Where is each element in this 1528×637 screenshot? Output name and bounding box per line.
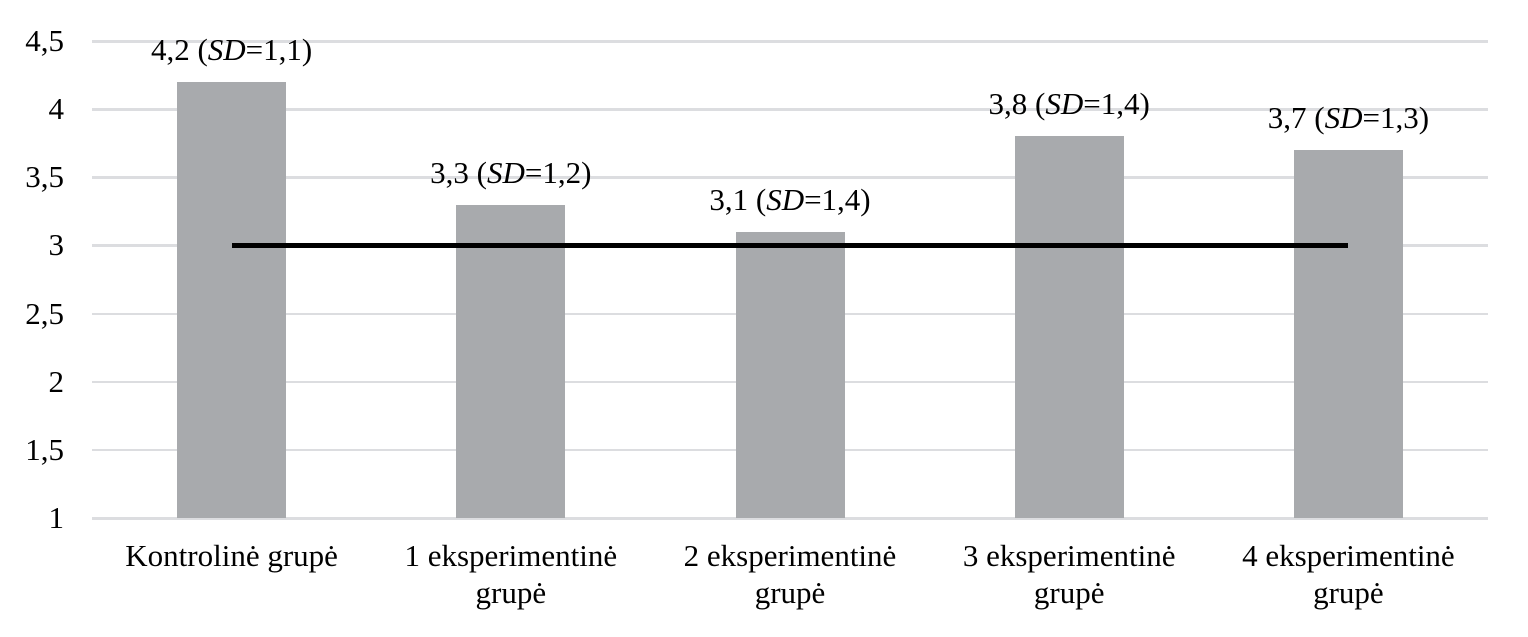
bar-data-label-5: 3,7 (SD=1,3) [1183,100,1513,136]
x-category-label-line: 3 eksperimentinė [962,538,1176,573]
x-category-label-4: 3 eksperimentinė grupė [929,537,1209,611]
data-label-sd: SD [207,31,246,67]
data-label-sd: SD [766,181,805,217]
x-category-label-line: 1 eksperimentinė [404,538,618,573]
x-category-label-line: grupė [475,575,547,610]
data-label-sd: SD [486,154,525,190]
bar-data-label-4: 3,8 (SD=1,4) [904,86,1234,122]
data-label-sd-value: =1,3) [1362,100,1430,136]
bar-data-label-3: 3,1 (SD=1,4) [625,182,955,218]
data-label-sd-value: =1,4) [1083,86,1150,122]
data-label-sd: SD [1045,86,1084,122]
data-label-sd-value: =1,1) [245,31,313,67]
y-tick-label: 4,5 [25,23,64,58]
x-category-label-line: grupė [754,575,826,610]
y-tick-label: 4 [48,91,65,127]
y-gridline [92,108,1488,111]
y-tick-label: 3 [48,227,65,263]
data-label-sd: SD [1324,100,1363,136]
bar-data-label-1: 4,2 (SD=1,1) [67,32,397,68]
y-tick-label: 2 [48,363,65,399]
data-label-sd-value: =1,4) [804,181,871,217]
y-gridline [92,40,1488,43]
y-tick-label: 1 [48,500,65,535]
x-category-label-line: grupė [1313,575,1384,610]
x-category-label-line: 2 eksperimentinė [683,538,897,573]
y-gridline [92,176,1488,179]
y-tick-label: 2,5 [25,295,64,331]
x-category-label-2: 1 eksperimentinė grupė [371,537,651,611]
x-category-label-5: 4 eksperimentinė grupė [1208,537,1488,611]
data-label-value: 3,3 ( [430,154,487,190]
bar-data-label-2: 3,3 (SD=1,2) [346,155,676,191]
x-category-label-1: Kontrolinė grupė [92,537,372,574]
data-label-value: 3,8 ( [988,86,1046,122]
bar-5 [1293,150,1403,518]
bar-4 [1014,136,1124,518]
y-tick-label: 3,5 [25,159,64,195]
data-label-value: 3,7 ( [1267,100,1325,136]
x-category-label-3: 2 eksperimentinė grupė [650,537,930,611]
reference-line [231,242,1349,248]
x-category-label-line: Kontrolinė grupė [125,538,338,573]
y-tick-label: 1,5 [25,431,64,467]
data-label-value: 3,1 ( [709,181,767,217]
bar-2 [456,204,566,518]
data-label-value: 4,2 ( [150,31,208,67]
data-label-sd-value: =1,2) [524,154,592,190]
x-category-label-line: grupė [1033,575,1105,610]
y-gridline [92,517,1488,520]
bar-1 [177,81,287,518]
bar-3 [735,231,845,518]
x-category-label-line: 4 eksperimentinė [1242,538,1455,573]
